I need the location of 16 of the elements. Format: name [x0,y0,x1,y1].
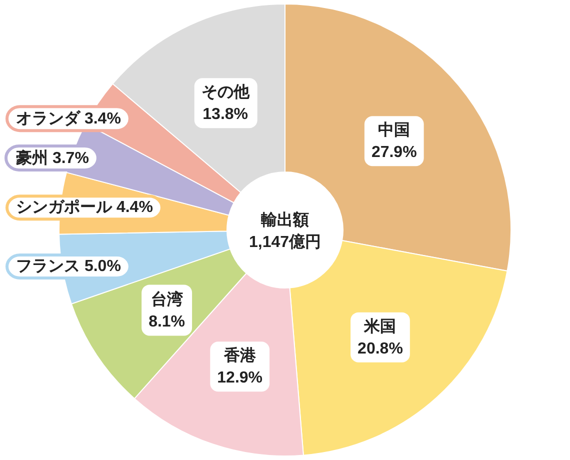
data-label: 8.1% [148,314,186,331]
slice-label: 台湾 [150,290,183,309]
data-label: 20.8% [358,340,403,358]
slice-label: その他 [201,83,250,102]
slice-label: オランダ 3.4% [16,110,121,128]
data-label: 27.9% [371,144,417,162]
slice-label: 米国 [363,317,396,336]
slice-label: 豪州 3.7% [15,148,89,167]
slice-label: 中国 [378,121,410,140]
text: 1,147億円 [248,233,322,251]
text: 輸出額 [260,211,309,229]
data-label: 12.9% [217,370,263,387]
data-label: 13.8% [202,106,248,124]
slice-label: フランス 5.0% [16,258,121,276]
slice-label: シンガポール 4.4% [16,199,153,216]
slice-label: 香港 [222,346,257,365]
